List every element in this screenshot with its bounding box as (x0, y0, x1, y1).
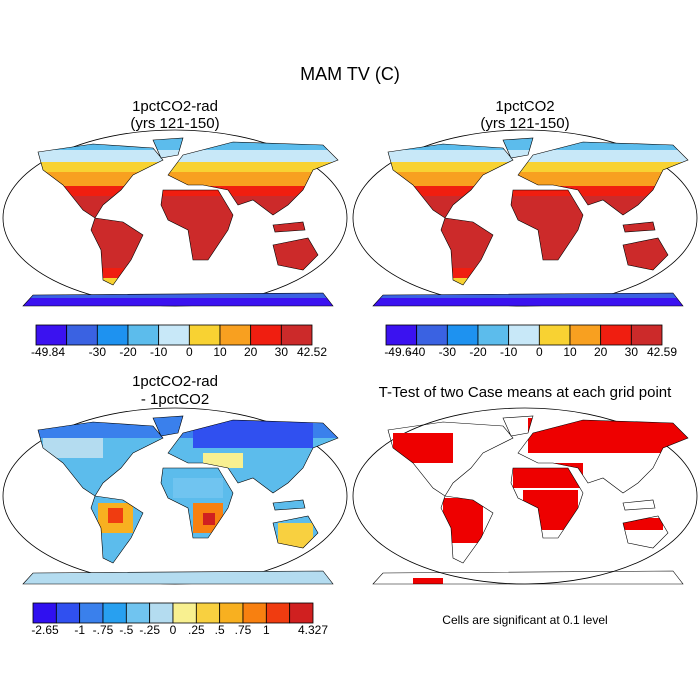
panel-title: (yrs 121-150) (130, 115, 219, 132)
colorbar-box (125, 602, 151, 624)
colorbar-box (55, 602, 81, 624)
colorbar-box (538, 324, 571, 346)
panel-title: 1pctCO2 (495, 98, 554, 115)
colorbar-box (630, 324, 663, 346)
map (352, 129, 698, 307)
colorbar-box (66, 324, 98, 346)
colorbar-label: 4.327 (298, 623, 328, 637)
colorbar-box (242, 602, 267, 624)
colorbar-label: -20 (119, 345, 137, 359)
colorbar-label: 42.52 (297, 345, 327, 359)
colorbar-box (96, 324, 129, 346)
colorbar-box (477, 324, 510, 346)
panel-title: 1pctCO2-rad (132, 373, 218, 390)
colorbar-label: 0 (170, 623, 177, 637)
colorbar-box (149, 602, 174, 624)
colorbar-label: 10 (563, 345, 577, 359)
colorbar-box (79, 602, 104, 624)
colorbar-box (385, 324, 418, 346)
colorbar-box (289, 602, 314, 624)
colorbar-label: -49.84 (31, 345, 65, 359)
colorbar-label: -.75 (93, 623, 114, 637)
colorbar-box (219, 602, 244, 624)
colorbar-box (172, 602, 197, 624)
colorbar-label: 30 (625, 345, 639, 359)
note: Cells are significant at 0.1 level (442, 613, 607, 627)
colorbar-box (265, 602, 291, 624)
colorbar-box (416, 324, 448, 346)
map (2, 129, 348, 307)
colorbar-box (250, 324, 282, 346)
colorbar-label: 0 (186, 345, 193, 359)
colorbar-box (600, 324, 632, 346)
colorbar-label: -40 (408, 345, 426, 359)
colorbar-box (280, 324, 313, 346)
colorbar-label: 0 (536, 345, 543, 359)
colorbar-label: .25 (188, 623, 205, 637)
colorbar-box (35, 324, 68, 346)
colorbar-label: -30 (89, 345, 107, 359)
colorbar-label: -20 (469, 345, 487, 359)
colorbar-label: .75 (235, 623, 252, 637)
colorbar-box (446, 324, 479, 346)
map (352, 407, 698, 585)
colorbar-label: -49.6 (384, 345, 412, 359)
panel-title: T-Test of two Case means at each grid po… (379, 384, 672, 401)
panel-title: - 1pctCO2 (141, 391, 209, 408)
colorbar-box (188, 324, 221, 346)
colorbar-box (569, 324, 602, 346)
colorbar-label: -1 (74, 623, 85, 637)
colorbar-box (127, 324, 160, 346)
colorbar-label: 30 (275, 345, 289, 359)
colorbar-label: 20 (244, 345, 258, 359)
colorbar-box (102, 602, 127, 624)
colorbar-label: 20 (594, 345, 608, 359)
colorbar-label: .5 (215, 623, 225, 637)
colorbar-label: 42.59 (647, 345, 677, 359)
colorbar-box (508, 324, 540, 346)
map (2, 407, 348, 585)
colorbar-label: -.5 (119, 623, 133, 637)
colorbar-box (195, 602, 221, 624)
colorbar-label: 10 (213, 345, 227, 359)
colorbar-label: -30 (439, 345, 457, 359)
colorbar-box (158, 324, 190, 346)
colorbar-label: -2.65 (31, 623, 59, 637)
colorbar-label: -.25 (139, 623, 160, 637)
panel-title: (yrs 121-150) (480, 115, 569, 132)
colorbar-box (32, 602, 57, 624)
figure-title: MAM TV (C) (300, 64, 400, 84)
colorbar-box (219, 324, 252, 346)
colorbar-label: 1 (263, 623, 270, 637)
colorbar-label: -10 (500, 345, 518, 359)
colorbar-label: -10 (150, 345, 168, 359)
panel-title: 1pctCO2-rad (132, 98, 218, 115)
